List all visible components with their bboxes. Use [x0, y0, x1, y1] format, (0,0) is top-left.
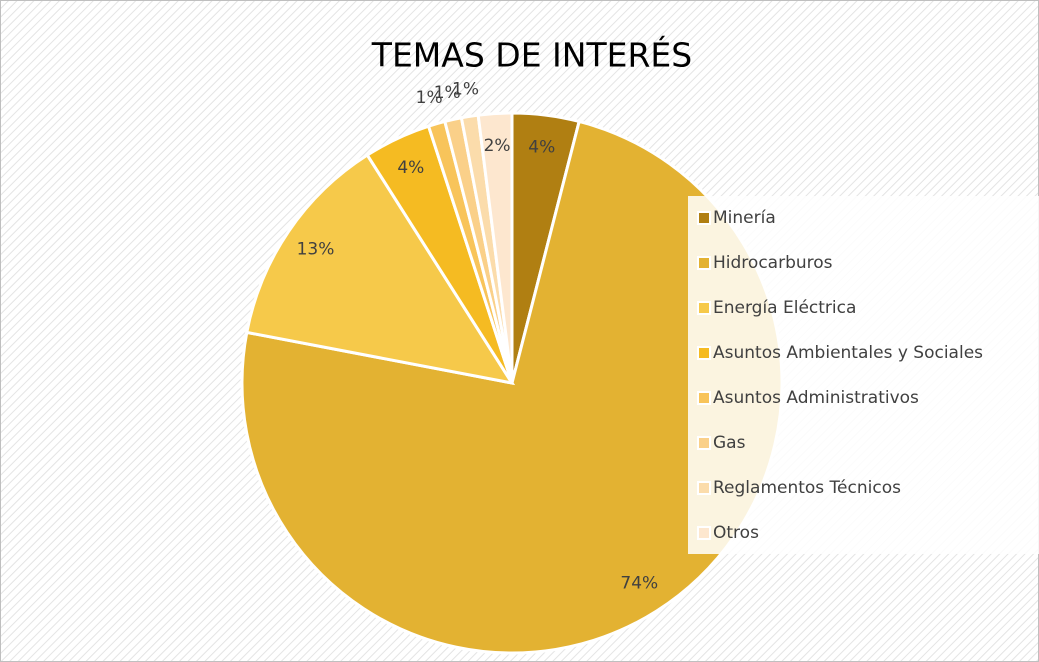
legend-label: Gas — [713, 433, 746, 453]
legend-label: Energía Eléctrica — [713, 298, 856, 318]
legend-swatch — [697, 256, 711, 270]
data-label: 1% — [434, 83, 461, 103]
legend-label: Reglamentos Técnicos — [713, 478, 901, 498]
legend-swatch — [697, 391, 711, 405]
legend-swatch — [697, 211, 711, 225]
data-label: 74% — [620, 574, 658, 594]
legend-label: Asuntos Ambientales y Sociales — [713, 343, 983, 363]
pie-slice — [476, 111, 514, 384]
legend-swatch — [697, 526, 711, 540]
data-label: 4% — [528, 137, 555, 157]
data-label: 1% — [452, 80, 479, 100]
chart-title: TEMAS DE INTERÉS — [371, 35, 692, 75]
legend-box — [688, 196, 1039, 554]
legend-swatch — [697, 301, 711, 315]
legend-swatch — [697, 481, 711, 495]
legend-swatch — [697, 346, 711, 360]
data-label: 2% — [484, 136, 511, 156]
legend-label: Hidrocarburos — [713, 253, 833, 273]
pie-slice — [245, 152, 516, 386]
legend-label: Minería — [713, 208, 776, 228]
data-label: 13% — [297, 239, 335, 259]
legend-swatch — [697, 436, 711, 450]
legend-label: Asuntos Administrativos — [713, 388, 919, 408]
data-label: 1% — [416, 88, 443, 108]
legend-label: Otros — [713, 523, 759, 543]
data-label: 4% — [397, 158, 424, 178]
